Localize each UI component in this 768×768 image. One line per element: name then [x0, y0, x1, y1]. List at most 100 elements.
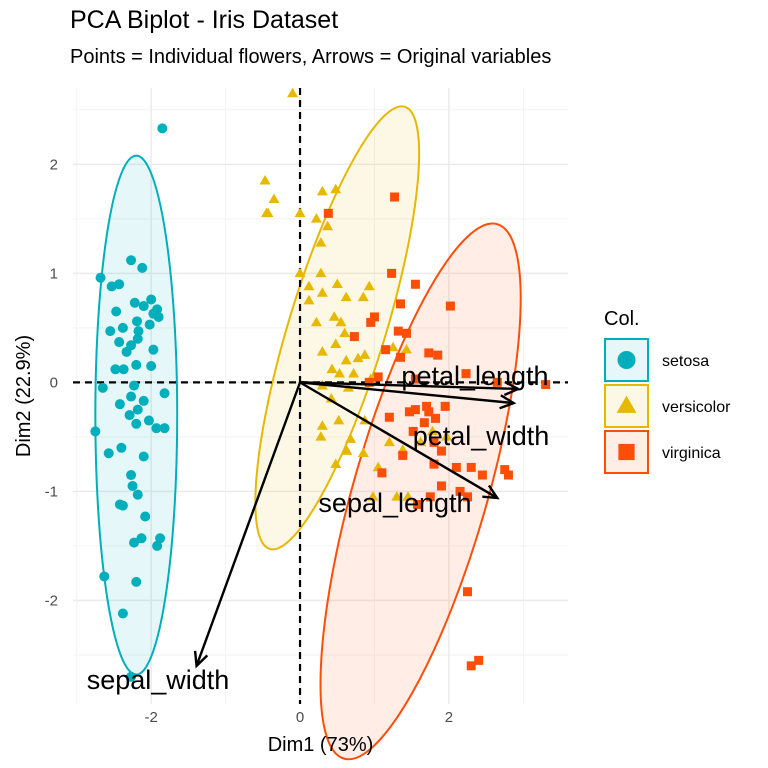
point-setosa — [110, 364, 121, 375]
point-virginica — [404, 407, 414, 417]
point-virginica — [440, 401, 450, 411]
data-points — [90, 87, 551, 682]
point-setosa — [126, 671, 137, 682]
point-setosa — [105, 326, 116, 337]
point-virginica — [381, 345, 391, 355]
point-setosa — [121, 346, 132, 357]
legend-item-virginica: virginica — [604, 430, 721, 474]
point-setosa — [136, 533, 147, 544]
point-virginica — [425, 492, 435, 502]
point-virginica — [424, 348, 434, 358]
point-virginica — [492, 377, 502, 387]
point-virginica — [413, 499, 423, 509]
point-setosa — [138, 451, 149, 462]
point-versicolor — [357, 447, 369, 458]
point-versicolor — [268, 193, 280, 204]
point-virginica — [445, 301, 455, 311]
point-versicolor — [294, 267, 306, 278]
point-virginica — [463, 587, 473, 597]
ellipse-setosa — [94, 154, 179, 676]
point-setosa — [116, 442, 127, 453]
point-setosa — [132, 316, 143, 327]
variable-label-sepal_width: sepal_width — [87, 665, 230, 695]
y-axis-title: Dim2 (22.9%) — [13, 335, 35, 457]
point-virginica — [466, 661, 476, 671]
point-setosa — [129, 380, 140, 391]
y-tick-label: 0 — [50, 374, 58, 391]
point-virginica — [393, 326, 403, 336]
point-setosa — [118, 364, 129, 375]
point-setosa — [114, 399, 125, 410]
point-versicolor — [322, 220, 334, 231]
arrow-sepal_width — [195, 381, 302, 667]
point-versicolor — [363, 280, 375, 291]
point-setosa — [90, 426, 101, 437]
point-versicolor — [352, 352, 364, 363]
point-setosa — [126, 255, 137, 266]
point-versicolor — [315, 237, 327, 247]
point-virginica — [541, 380, 551, 390]
axis-labels: -2 0 2 -2 -1 0 1 2 Dim1 (73%) Dim2 (22.9%) — [13, 156, 453, 756]
arrowhead-sepal_length — [482, 484, 500, 500]
point-virginica — [369, 312, 379, 322]
point-setosa — [117, 322, 128, 333]
point-virginica — [422, 401, 432, 411]
point-versicolor — [427, 425, 439, 436]
point-setosa — [126, 391, 137, 402]
point-setosa — [97, 382, 108, 393]
x-tick-label: 0 — [296, 709, 304, 726]
point-versicolor — [383, 436, 395, 447]
point-setosa — [129, 297, 140, 308]
point-setosa — [159, 388, 170, 399]
point-virginica — [477, 470, 487, 480]
point-virginica — [410, 279, 420, 289]
point-versicolor — [330, 183, 342, 194]
point-setosa — [131, 576, 142, 587]
reference-lines — [73, 88, 568, 704]
legend-symbol-setosa — [617, 351, 636, 369]
point-virginica — [431, 413, 441, 423]
variable-label-petal_width: petal_width — [413, 421, 550, 451]
point-versicolor — [330, 338, 342, 349]
x-tick-label: -2 — [144, 709, 157, 726]
point-versicolor — [315, 267, 327, 278]
point-versicolor — [259, 174, 271, 185]
y-tick-label: 1 — [50, 265, 58, 282]
point-versicolor — [339, 327, 351, 338]
point-versicolor — [367, 491, 379, 501]
point-virginica — [364, 377, 374, 387]
arrow-sepal_length — [299, 381, 498, 499]
point-setosa — [131, 359, 142, 370]
point-setosa — [146, 294, 157, 305]
variable-label-sepal_length: sepal_length — [318, 488, 471, 518]
legend-item-setosa: setosa — [604, 338, 709, 382]
point-setosa — [152, 540, 163, 551]
point-setosa — [144, 319, 155, 330]
point-setosa — [153, 311, 164, 322]
point-virginica — [401, 328, 411, 338]
point-versicolor — [303, 280, 315, 291]
point-virginica — [396, 352, 406, 362]
legend: Col. setosa versicolor virginica — [604, 308, 731, 474]
point-versicolor — [333, 414, 345, 425]
point-setosa — [131, 418, 142, 429]
point-setosa — [117, 608, 128, 619]
point-versicolor — [415, 436, 427, 447]
point-virginica — [323, 208, 333, 218]
point-versicolor — [333, 367, 345, 378]
point-virginica — [451, 462, 461, 472]
point-versicolor — [441, 431, 453, 441]
point-versicolor — [326, 363, 338, 374]
point-setosa — [111, 306, 122, 317]
point-virginica — [396, 299, 406, 309]
point-virginica — [373, 372, 383, 382]
legend-title: Col. — [604, 308, 640, 330]
point-virginica — [433, 350, 443, 360]
point-virginica — [390, 192, 400, 202]
point-virginica — [377, 468, 387, 478]
point-setosa — [106, 281, 117, 292]
point-setosa — [132, 489, 143, 500]
x-axis-title: Dim1 (73%) — [268, 734, 374, 756]
point-versicolor — [294, 207, 306, 218]
